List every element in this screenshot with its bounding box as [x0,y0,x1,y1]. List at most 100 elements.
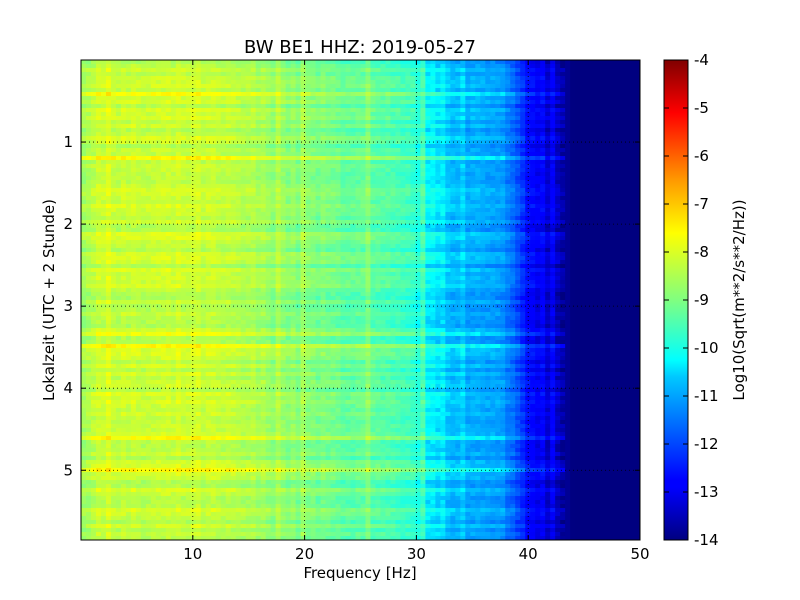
heatmap-cell [625,116,631,121]
heatmap-cell [570,136,576,141]
heatmap-cell [370,152,377,157]
heatmap-cell [545,184,551,189]
heatmap-cell [100,184,107,189]
heatmap-cell [535,120,541,125]
heatmap-cell [470,152,476,157]
heatmap-cell [615,120,621,125]
heatmap-cell [305,64,312,69]
heatmap-cell [560,76,566,81]
heatmap-cell [450,208,456,213]
heatmap-cell [225,120,232,125]
heatmap-cell [335,80,342,85]
heatmap-cell [270,224,277,229]
heatmap-cell [145,96,152,101]
heatmap-cell [390,192,397,197]
heatmap-cell [300,196,307,201]
heatmap-cell [130,160,137,165]
heatmap-cell [245,224,252,229]
heatmap-cell [170,228,177,233]
heatmap-cell [180,88,187,93]
heatmap-cell [100,200,107,205]
heatmap-cell [450,92,456,97]
heatmap-cell [405,160,412,165]
heatmap-cell [510,164,516,169]
heatmap-cell [205,160,212,165]
heatmap-cell [185,112,192,117]
heatmap-cell [120,196,127,201]
heatmap-cell [635,92,640,97]
heatmap-cell [320,232,327,237]
heatmap-cell [605,88,611,93]
heatmap-cell [580,228,586,233]
heatmap-cell [620,188,626,193]
heatmap-cell [420,60,426,65]
heatmap-cell [390,100,397,105]
heatmap-cell [450,84,456,89]
heatmap-cell [505,156,511,161]
heatmap-cell [265,148,272,153]
heatmap-cell [435,112,441,117]
heatmap-cell [81,212,87,217]
heatmap-cell [220,180,227,185]
heatmap-cell [535,132,541,137]
heatmap-cell [425,112,431,117]
heatmap-cell [610,92,616,97]
heatmap-cell [105,236,112,241]
heatmap-cell [610,112,616,117]
heatmap-cell [135,92,142,97]
heatmap-cell [300,116,307,121]
heatmap-cell [610,188,616,193]
heatmap-cell [175,116,182,121]
heatmap-cell [510,232,516,237]
heatmap-cell [490,216,496,221]
heatmap-cell [375,64,382,69]
heatmap-cell [365,144,372,149]
heatmap-cell [490,124,496,129]
heatmap-cell [465,216,471,221]
heatmap-cell [560,100,566,105]
heatmap-cell [460,188,466,193]
heatmap-cell [475,108,481,113]
heatmap-cell [570,204,576,209]
heatmap-cell [310,92,317,97]
heatmap-cell [125,60,132,65]
heatmap-cell [570,92,576,97]
heatmap-cell [450,228,456,233]
heatmap-cell [155,104,162,109]
heatmap-cell [485,176,491,181]
heatmap-cell [155,168,162,173]
heatmap-cell [525,172,531,177]
heatmap-cell [490,100,496,105]
heatmap-cell [635,144,640,149]
heatmap-cell [325,136,332,141]
heatmap-cell [530,128,536,133]
heatmap-cell [565,120,571,125]
heatmap-cell [355,176,362,181]
heatmap-cell [225,196,232,201]
heatmap-cell [110,228,117,233]
heatmap-cell [580,176,586,181]
heatmap-cell [235,168,242,173]
heatmap-cell [520,64,526,69]
heatmap-cell [565,156,571,161]
heatmap-cell [480,156,486,161]
heatmap-cell [630,228,636,233]
heatmap-cell [155,148,162,153]
heatmap-cell [530,208,536,213]
heatmap-cell [85,64,92,69]
heatmap-cell [380,220,387,225]
heatmap-cell [90,92,97,97]
heatmap-cell [470,88,476,93]
heatmap-cell [210,88,217,93]
heatmap-cell [515,100,521,105]
heatmap-cell [610,156,616,161]
heatmap-cell [255,236,262,241]
heatmap-cell [580,100,586,105]
heatmap-cell [505,168,511,173]
heatmap-cell [190,168,197,173]
heatmap-cell [355,88,362,93]
heatmap-cell [280,72,287,77]
heatmap-cell [160,164,167,169]
heatmap-cell [295,120,302,125]
heatmap-cell [275,192,282,197]
